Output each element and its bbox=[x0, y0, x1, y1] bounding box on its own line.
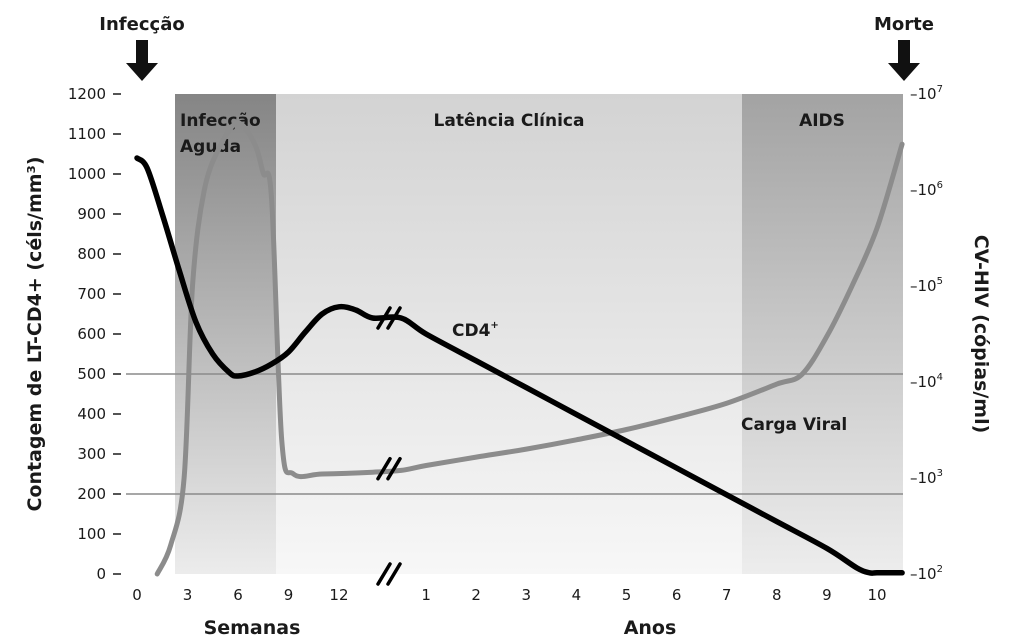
cd4-break-mark bbox=[386, 306, 402, 330]
right-tick-exponent: 4 bbox=[937, 372, 943, 383]
series-line-cd4 bbox=[134, 155, 905, 576]
left-tick-label: 700 bbox=[77, 285, 106, 303]
right-tick-base: –10 bbox=[910, 469, 937, 487]
phase-label-latency: Latência Clínica bbox=[434, 111, 585, 131]
left-tick-label: 1100 bbox=[68, 125, 106, 143]
series-label-cd4-sup: + bbox=[490, 320, 498, 331]
x-tick-label-years: 6 bbox=[672, 586, 682, 604]
x-axis-break-mark bbox=[386, 562, 402, 586]
phase-band-latency bbox=[276, 94, 742, 574]
series-line-viral-load bbox=[154, 120, 905, 577]
right-tick-label: –103 bbox=[910, 468, 943, 487]
x-tick-label-weeks: 6 bbox=[233, 586, 243, 604]
series-layer bbox=[134, 120, 905, 577]
x-tick-label-years: 3 bbox=[522, 586, 532, 604]
right-tick-base: –10 bbox=[910, 373, 937, 391]
axis-break-marks bbox=[376, 306, 402, 586]
x-tick-label-weeks: 12 bbox=[329, 586, 348, 604]
infection-arrow-icon bbox=[126, 40, 158, 81]
x-axis-title-years: Anos bbox=[624, 617, 677, 639]
left-tick-label: 900 bbox=[77, 205, 106, 223]
right-tick-label: –104 bbox=[910, 372, 943, 391]
x-tick-label-years: 1 bbox=[421, 586, 431, 604]
infection-event-label: Infecção bbox=[99, 14, 184, 35]
left-tick-label: 300 bbox=[77, 445, 106, 463]
left-tick-label: 200 bbox=[77, 485, 106, 503]
x-tick-label-years: 2 bbox=[471, 586, 481, 604]
x-tick-label-years: 4 bbox=[572, 586, 582, 604]
right-tick-label: –107 bbox=[910, 84, 943, 103]
x-tick-label-years: 8 bbox=[772, 586, 782, 604]
left-tick-label: 400 bbox=[77, 405, 106, 423]
x-tick-label-years: 10 bbox=[867, 586, 886, 604]
x-axis: 0 3 6 9 12 1 2 3 4 5 6 7 8 9 10 bbox=[132, 586, 886, 604]
left-axis-title: Contagem de LT-CD4+ (céls/mm³) bbox=[24, 156, 46, 511]
cd4-break-mark bbox=[376, 306, 392, 330]
right-tick-base: –10 bbox=[910, 181, 937, 199]
death-event-label: Morte bbox=[874, 14, 934, 35]
right-tick-label: –105 bbox=[910, 276, 943, 295]
x-tick-label-weeks: 3 bbox=[183, 586, 193, 604]
x-tick-label-years: 9 bbox=[822, 586, 832, 604]
right-tick-exponent: 7 bbox=[937, 84, 943, 95]
viral-load-break-mark bbox=[386, 456, 402, 481]
series-label-viral-load: Carga Viral bbox=[741, 415, 847, 435]
phase-label-aids: AIDS bbox=[799, 111, 845, 131]
left-tick-label: 0 bbox=[96, 565, 106, 583]
death-arrow-icon bbox=[888, 40, 920, 81]
x-tick-label-years: 7 bbox=[722, 586, 732, 604]
left-tick-label: 500 bbox=[77, 365, 106, 383]
viral-load-break-mark bbox=[376, 456, 392, 481]
right-tick-base: –10 bbox=[910, 85, 937, 103]
right-axis: –107–106–105–104–103–102 bbox=[910, 84, 943, 583]
right-tick-exponent: 6 bbox=[937, 180, 943, 191]
right-tick-label: –106 bbox=[910, 180, 943, 199]
event-markers: Infecção Morte bbox=[99, 14, 934, 81]
phase-backgrounds bbox=[175, 94, 903, 574]
axis-titles: Contagem de LT-CD4+ (céls/mm³) CV-HIV (c… bbox=[24, 156, 992, 639]
x-tick-label-weeks: 0 bbox=[132, 586, 142, 604]
right-tick-exponent: 3 bbox=[937, 468, 943, 479]
series-label-cd4-name: CD4 bbox=[452, 321, 491, 341]
right-tick-label: –102 bbox=[910, 564, 943, 583]
right-axis-title: CV-HIV (cópias/ml) bbox=[970, 235, 992, 434]
phase-label-acute-line1: Infecção bbox=[180, 111, 261, 131]
phase-band-aids bbox=[742, 94, 903, 574]
series-labels: CD4+ Carga Viral bbox=[452, 320, 847, 435]
x-tick-label-years: 5 bbox=[622, 586, 632, 604]
left-tick-label: 100 bbox=[77, 525, 106, 543]
right-tick-exponent: 5 bbox=[937, 276, 943, 287]
x-axis-title-weeks: Semanas bbox=[204, 617, 301, 639]
left-tick-label: 600 bbox=[77, 325, 106, 343]
left-tick-label: 1000 bbox=[68, 165, 106, 183]
right-tick-base: –10 bbox=[910, 565, 937, 583]
right-tick-base: –10 bbox=[910, 277, 937, 295]
left-tick-label: 800 bbox=[77, 245, 106, 263]
right-tick-exponent: 2 bbox=[937, 564, 943, 575]
left-tick-label: 1200 bbox=[68, 85, 106, 103]
x-tick-label-weeks: 9 bbox=[284, 586, 294, 604]
x-axis-break-mark bbox=[376, 562, 392, 586]
series-label-cd4: CD4+ bbox=[452, 320, 499, 341]
phase-label-acute-line2: Aguda bbox=[180, 137, 241, 157]
